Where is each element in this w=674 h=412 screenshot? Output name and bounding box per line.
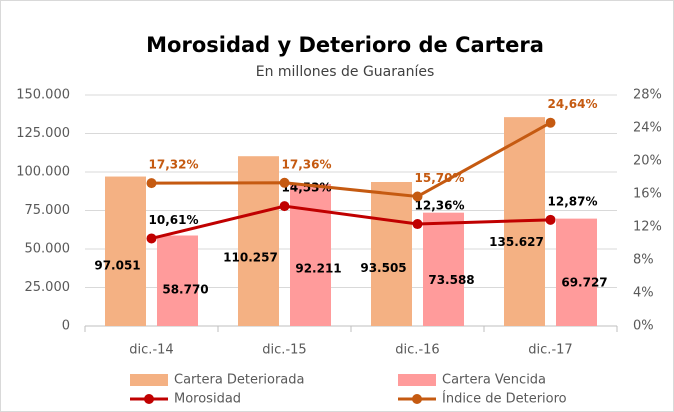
data-label: 10,61%: [149, 213, 199, 227]
data-label: 69.727: [561, 276, 607, 290]
line-point: [545, 214, 556, 225]
legend-swatch: [398, 374, 436, 386]
line-point: [279, 201, 290, 212]
data-label: 12,36%: [415, 199, 465, 213]
line: [151, 204, 551, 240]
data-label: 12,87%: [548, 194, 598, 208]
bar: [371, 182, 412, 326]
legend-label: Cartera Vencida: [442, 373, 546, 388]
data-label: 97.051: [94, 259, 140, 273]
x-tick-label: dic.-14: [129, 343, 173, 358]
y2-tick-label: 12%: [633, 220, 662, 235]
x-tick-label: dic.-15: [262, 343, 306, 358]
y-tick-label: 25.000: [25, 280, 71, 295]
legend-label: Índice de Deterioro: [442, 391, 567, 407]
bar: [290, 183, 331, 326]
x-tick-label: dic.-17: [528, 343, 572, 358]
legend-marker: [144, 394, 154, 404]
y2-tick-label: 8%: [633, 253, 654, 268]
y-tick-label: 0: [62, 319, 70, 334]
bar: [105, 176, 146, 326]
data-label: 92.211: [295, 262, 341, 276]
chart-title: Morosidad y Deterioro de Cartera: [146, 33, 544, 57]
data-label: 73.588: [428, 273, 474, 287]
line-point: [146, 178, 157, 189]
y-tick-label: 75.000: [25, 203, 71, 218]
data-label: 15,70%: [415, 171, 465, 185]
line-point: [545, 117, 556, 128]
chart-subtitle: En millones de Guaraníes: [256, 64, 435, 80]
legend-label: Cartera Deteriorada: [174, 373, 304, 388]
y-tick-label: 50.000: [25, 242, 71, 257]
line-point: [412, 191, 423, 202]
y-tick-label: 125.000: [16, 126, 70, 141]
bar: [423, 212, 464, 326]
data-label: 58.770: [162, 282, 208, 296]
data-label: 24,64%: [548, 97, 598, 111]
line-point: [146, 233, 157, 244]
y2-tick-label: 20%: [633, 154, 662, 169]
data-label: 110.257: [223, 251, 278, 265]
data-label: 93.505: [360, 261, 406, 275]
line-point: [279, 177, 290, 188]
legend-marker: [412, 394, 422, 404]
data-label: 17,32%: [149, 158, 199, 172]
y2-tick-label: 4%: [633, 286, 654, 301]
y-tick-label: 100.000: [16, 165, 70, 180]
bar: [238, 156, 279, 326]
y2-tick-label: 28%: [633, 88, 662, 103]
legend-label: Morosidad: [174, 392, 241, 407]
y2-tick-label: 24%: [633, 121, 662, 136]
legend-swatch: [130, 374, 168, 386]
y2-tick-label: 16%: [633, 187, 662, 202]
data-label: 135.627: [489, 235, 544, 249]
line: [151, 121, 552, 199]
y2-tick-label: 0%: [633, 319, 654, 334]
line-point: [412, 219, 423, 230]
data-label: 17,36%: [282, 157, 332, 171]
x-tick-label: dic.-16: [395, 343, 439, 358]
bar: [556, 218, 597, 326]
y-tick-label: 150.000: [16, 88, 70, 103]
bar: [157, 235, 198, 326]
